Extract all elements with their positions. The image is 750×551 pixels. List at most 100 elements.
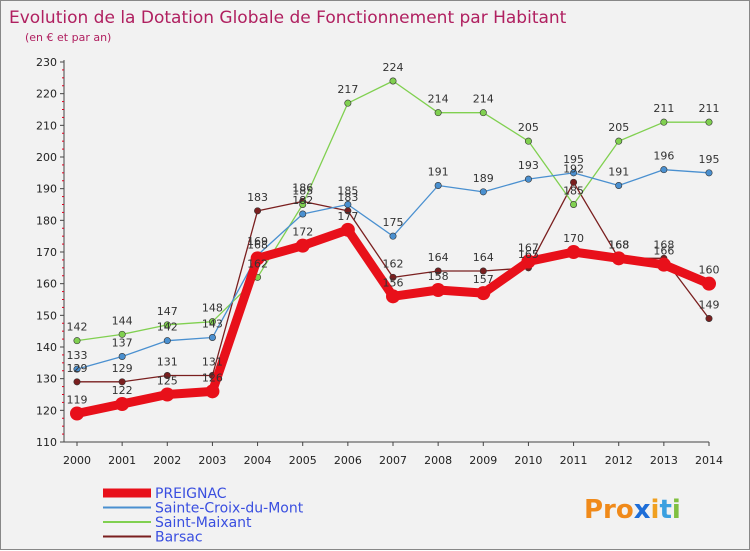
data-label: 156 — [383, 276, 404, 289]
data-point — [163, 337, 171, 345]
x-tick-label: 2004 — [244, 454, 272, 467]
data-label: 119 — [67, 394, 88, 407]
data-label: 172 — [292, 226, 313, 239]
data-label: 189 — [473, 172, 494, 185]
data-label: 131 — [202, 356, 223, 369]
data-label: 148 — [202, 302, 223, 315]
data-label: 162 — [383, 257, 404, 270]
data-point — [70, 406, 84, 421]
proxiti-logo: Proxiti — [584, 495, 681, 525]
data-point — [299, 201, 307, 209]
data-label: 185 — [563, 185, 584, 198]
data-label: 183 — [337, 191, 358, 204]
data-point — [570, 178, 578, 186]
x-tick-label: 2007 — [379, 454, 407, 467]
y-tick-label: 180 — [36, 214, 57, 227]
data-label: 131 — [157, 356, 178, 369]
data-point — [389, 232, 397, 240]
data-point — [118, 330, 126, 338]
x-tick-label: 2013 — [650, 454, 678, 467]
y-tick-label: 230 — [36, 56, 57, 69]
data-label: 169 — [247, 235, 268, 248]
y-tick-label: 150 — [36, 309, 57, 322]
chart-subtitle: (en € et par an) — [25, 31, 111, 44]
data-label: 129 — [112, 362, 133, 375]
data-label: 177 — [337, 210, 358, 223]
data-label: 214 — [428, 93, 449, 106]
data-label: 195 — [699, 153, 720, 166]
data-point — [250, 251, 265, 266]
data-label: 137 — [112, 337, 133, 350]
data-label: 162 — [247, 257, 268, 270]
data-label: 168 — [608, 238, 629, 251]
y-tick-label: 160 — [36, 278, 57, 291]
data-label: 142 — [157, 321, 178, 334]
data-label: 160 — [699, 264, 720, 277]
x-tick-label: 2011 — [560, 454, 588, 467]
data-label: 205 — [518, 121, 539, 134]
data-point — [615, 182, 623, 190]
data-point — [299, 210, 307, 218]
data-point — [160, 387, 175, 402]
data-label: 183 — [247, 191, 268, 204]
data-label: 211 — [699, 102, 720, 115]
data-label: 167 — [518, 242, 539, 255]
data-point — [389, 273, 397, 281]
data-point — [524, 137, 532, 145]
y-tick-label: 110 — [36, 436, 57, 449]
x-tick-label: 2014 — [695, 454, 723, 467]
data-label: 122 — [112, 384, 133, 397]
data-point — [386, 289, 400, 304]
x-tick-label: 2003 — [198, 454, 226, 467]
data-label: 193 — [518, 159, 539, 172]
data-point — [660, 118, 668, 126]
data-point — [521, 254, 536, 269]
data-label: 168 — [247, 238, 268, 251]
data-label: 165 — [518, 248, 539, 261]
data-point — [570, 201, 578, 209]
data-point — [702, 276, 716, 291]
x-tick-label: 2008 — [424, 454, 452, 467]
x-tick-label: 2000 — [63, 454, 91, 467]
data-point — [524, 175, 532, 183]
data-label: 164 — [428, 251, 449, 264]
data-label: 211 — [653, 102, 674, 115]
chart-title: Evolution de la Dotation Globale de Fonc… — [9, 8, 567, 28]
data-label: 157 — [473, 273, 494, 286]
y-tick-label: 200 — [36, 151, 57, 164]
data-point — [479, 188, 487, 196]
data-point — [566, 245, 581, 259]
data-point — [115, 397, 130, 411]
data-point — [615, 137, 623, 145]
x-tick-label: 2002 — [153, 454, 181, 467]
data-label: 125 — [157, 375, 178, 388]
data-label: 126 — [202, 371, 223, 384]
data-point — [431, 283, 446, 297]
y-tick-label: 130 — [36, 373, 57, 386]
legend-label-1: Sainte-Croix-du-Mont — [155, 501, 304, 517]
data-label: 185 — [337, 185, 358, 198]
data-label: 158 — [428, 270, 449, 283]
data-label: 164 — [473, 251, 494, 264]
x-tick-label: 2009 — [469, 454, 497, 467]
data-point — [611, 251, 626, 266]
data-point — [340, 222, 355, 237]
x-tick-label: 2001 — [108, 454, 136, 467]
data-label: 175 — [383, 216, 404, 229]
y-tick-label: 120 — [36, 404, 57, 417]
data-label: 133 — [67, 349, 88, 362]
data-point — [254, 207, 262, 215]
data-label: 191 — [608, 166, 629, 179]
data-point — [73, 365, 81, 373]
data-label: 185 — [292, 185, 313, 198]
data-point — [73, 378, 81, 386]
data-point — [205, 384, 220, 399]
data-point — [295, 238, 310, 253]
data-point — [476, 286, 491, 301]
data-point — [73, 337, 81, 345]
data-point — [705, 169, 713, 177]
x-tick-label: 2006 — [334, 454, 362, 467]
data-label: 142 — [67, 321, 88, 334]
data-label: 166 — [653, 245, 674, 258]
